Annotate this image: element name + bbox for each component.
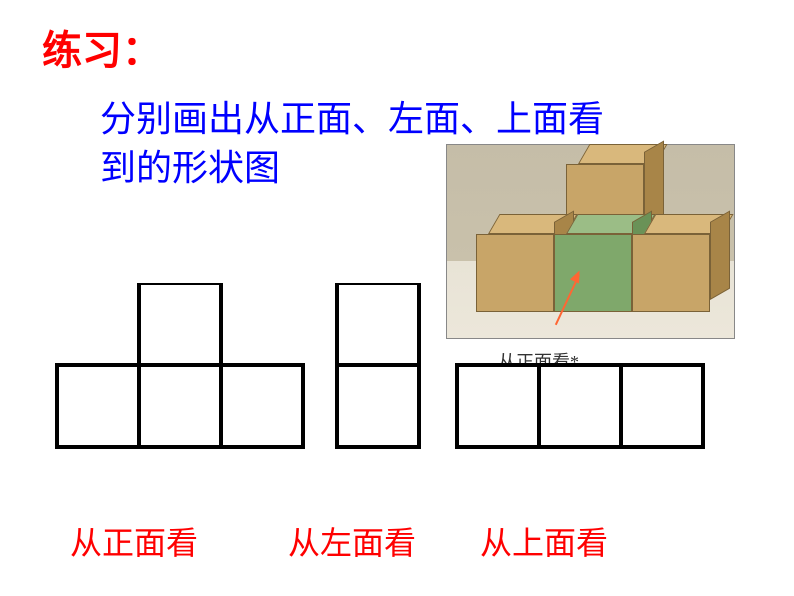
shape-cell — [221, 365, 303, 447]
shapes-svg — [45, 283, 745, 483]
cube-wood — [566, 144, 644, 222]
shape-cell — [457, 365, 539, 447]
shape-cell — [337, 365, 419, 447]
label-front-view: 从正面看 — [70, 518, 198, 564]
shape-cell — [139, 283, 221, 365]
shape-cell — [139, 365, 221, 447]
cube-green — [554, 214, 632, 292]
shape-cell — [539, 365, 621, 447]
label-left-view: 从左面看 — [288, 518, 416, 564]
exercise-title: 练习： — [42, 18, 162, 76]
shape-cell — [337, 283, 419, 365]
cube-wood — [632, 214, 710, 292]
shape-cell — [57, 365, 139, 447]
shape-cell — [621, 365, 703, 447]
cube-wood — [476, 214, 554, 292]
label-top-view: 从上面看 — [480, 518, 608, 564]
shapes-area — [45, 283, 745, 483]
instruction-line-1: 分别画出从正面、左面、上面看 — [100, 95, 604, 144]
